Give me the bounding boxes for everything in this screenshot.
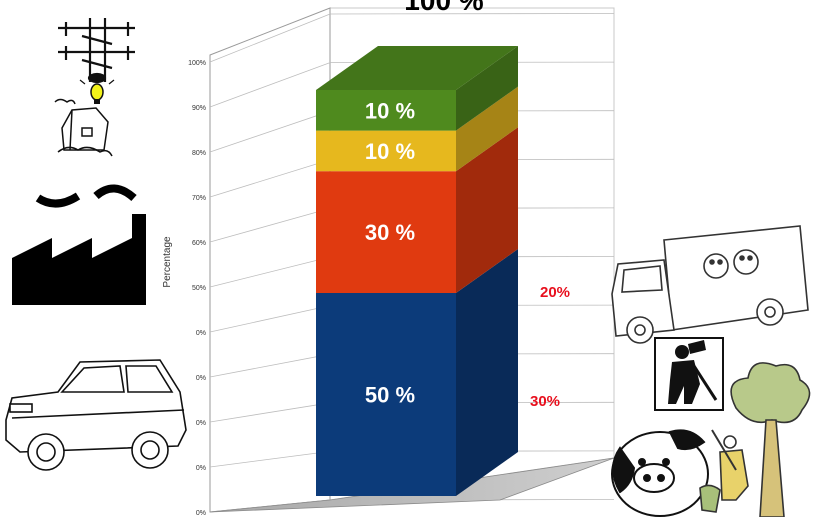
y-tick-label: 50%	[192, 285, 206, 292]
annotation-20pct: 20%	[540, 284, 570, 301]
bar-segment-label: 50 %	[365, 383, 415, 408]
grid-line	[209, 61, 615, 108]
chart-title: 100 %	[404, 0, 483, 16]
stacked-bar: 50 % 30 % 10 % 10 %	[316, 46, 518, 496]
bar-segment-label: 10 %	[365, 98, 415, 123]
cow-icon	[611, 429, 709, 517]
power-pylon-icon	[58, 18, 135, 84]
y-tick-label: 60%	[192, 240, 206, 247]
y-tick-label: 70%	[192, 195, 206, 202]
bar-segment-side	[456, 86, 518, 172]
car-icon	[5, 359, 187, 471]
annotation-30pct: 30%	[530, 393, 560, 410]
y-axis-ticks: 0% 0% 0% 0% 0% 50% 60% 70% 80% 90% 100%	[188, 60, 206, 517]
house-icon	[54, 98, 113, 157]
y-tick-label: 0%	[196, 510, 206, 517]
bar-segment-top	[316, 46, 518, 90]
bar-segment-front	[316, 130, 456, 172]
y-tick-label: 0%	[196, 465, 206, 472]
truck-icon	[611, 225, 809, 344]
y-tick-label: 80%	[192, 150, 206, 157]
worker-icon	[654, 337, 724, 411]
left-wall	[209, 7, 331, 513]
grid-line	[209, 13, 615, 63]
y-tick-label: 100%	[188, 60, 206, 67]
bar-segment-front	[316, 90, 456, 131]
bar-segment-side	[456, 46, 518, 131]
y-axis-title: Percentage	[162, 236, 173, 288]
bar-segment-label: 10 %	[365, 139, 415, 164]
bar-segment-front	[316, 293, 456, 496]
y-tick-label: 0%	[196, 375, 206, 382]
farmer-tree-icon	[699, 362, 811, 517]
bar-segment-front	[316, 171, 456, 293]
light-bulb-icon	[79, 75, 115, 104]
y-tick-label: 0%	[196, 330, 206, 337]
y-tick-label: 90%	[192, 105, 206, 112]
bar-segment-side	[456, 249, 518, 496]
factory-icon	[12, 184, 146, 305]
y-tick-label: 0%	[196, 420, 206, 427]
bar-segment-side	[456, 127, 518, 293]
bar-segment-label: 30 %	[365, 220, 415, 245]
